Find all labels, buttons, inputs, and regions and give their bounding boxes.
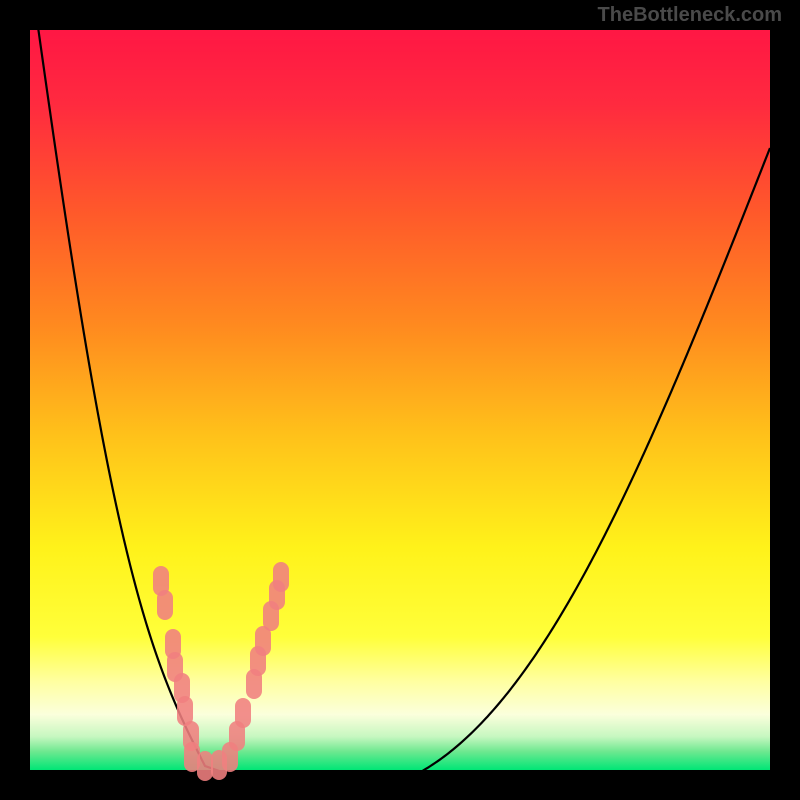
data-marker <box>157 590 173 620</box>
plot-area <box>30 30 770 770</box>
data-marker <box>273 562 289 592</box>
chart-svg <box>30 30 770 770</box>
data-marker <box>197 751 213 781</box>
marker-group <box>153 562 289 781</box>
watermark: TheBottleneck.com <box>598 4 782 27</box>
data-marker <box>235 698 251 728</box>
bottleneck-curve <box>30 0 770 796</box>
